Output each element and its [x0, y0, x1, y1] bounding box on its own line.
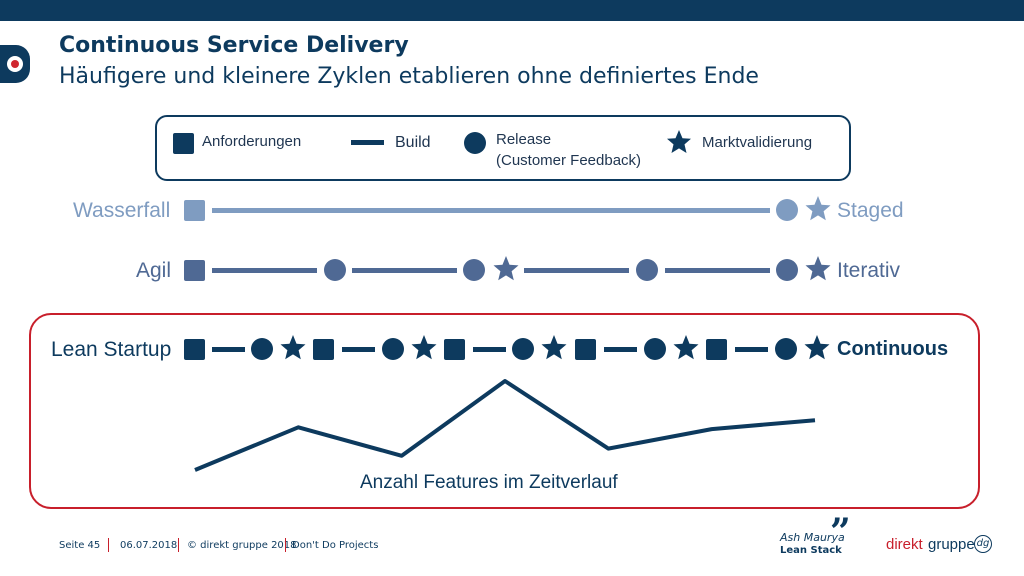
build-line: [352, 268, 457, 273]
release-circle: [636, 259, 658, 281]
footer-date: 06.07.2018: [120, 540, 178, 551]
logo-tab: [0, 45, 30, 83]
release-circle: [382, 338, 404, 360]
legend-box: [155, 115, 851, 181]
footer-separator: [178, 538, 179, 552]
timeline-row-agil: [184, 256, 831, 281]
requirements-square: [444, 339, 465, 360]
quote-author: Ash Maurya: [780, 531, 845, 544]
features-chart-label: Anzahl Features im Zeitverlauf: [360, 472, 618, 493]
row-label-continuous: Continuous: [837, 338, 949, 360]
build-line: [604, 347, 637, 352]
quote-book: Lean Stack: [780, 545, 842, 556]
square-icon: [173, 133, 194, 154]
logo-text-direkt: direkt: [886, 536, 923, 553]
release-circle: [512, 338, 534, 360]
release-circle: [644, 338, 666, 360]
company-logo-icon: dg: [974, 535, 992, 553]
validation-star: [804, 335, 830, 360]
build-line: [212, 347, 245, 352]
release-circle: [463, 259, 485, 281]
validation-star: [805, 196, 831, 221]
requirements-square: [184, 339, 205, 360]
release-circle: [775, 338, 797, 360]
legend-label-customer-feedback: (Customer Feedback): [496, 152, 642, 169]
validation-star: [673, 335, 699, 360]
legend-label-build: Build: [395, 134, 431, 151]
row-label-wasserfall: Wasserfall: [73, 199, 171, 222]
build-line: [473, 347, 506, 352]
validation-star: [411, 335, 437, 360]
slide-title: Continuous Service Delivery: [59, 33, 409, 58]
validation-star: [541, 335, 567, 360]
timeline-row-wasserfall: [184, 196, 831, 221]
build-line: [212, 208, 770, 213]
build-line: [735, 347, 768, 352]
row-label-lean-startup: Lean Startup: [51, 338, 172, 361]
legend-label-requirements: Anforderungen: [202, 133, 302, 150]
features-over-time-line: [194, 379, 816, 472]
build-line: [342, 347, 375, 352]
footer-separator: [285, 538, 286, 552]
release-circle: [251, 338, 273, 360]
build-line: [524, 268, 629, 273]
star-icon: [667, 130, 691, 153]
circle-icon: [464, 132, 486, 154]
validation-star: [493, 256, 519, 281]
eye-pupil-icon: [11, 60, 19, 68]
requirements-square: [706, 339, 727, 360]
top-bar: [0, 0, 1024, 21]
footer-separator: [108, 538, 109, 552]
legend-label-market-validation: Marktvalidierung: [702, 134, 813, 151]
continuous-highlight-frame: [29, 313, 980, 509]
validation-star: [805, 256, 831, 281]
row-label-staged: Staged: [837, 199, 904, 222]
footer-copyright: © direkt gruppe 2018: [187, 540, 297, 551]
build-line: [665, 268, 770, 273]
requirements-square: [184, 260, 205, 281]
timeline-row-lean-startup: [184, 335, 830, 360]
release-circle: [776, 199, 798, 221]
footer-topic: Don't Do Projects: [292, 540, 379, 551]
row-label-iterativ: Iterativ: [837, 259, 901, 282]
logo-text-gruppe: gruppe: [928, 536, 975, 553]
requirements-square: [313, 339, 334, 360]
line-icon: [351, 140, 384, 145]
quote-mark-icon: ”: [830, 511, 851, 553]
slide-subtitle: Häufigere und kleinere Zyklen etablieren…: [59, 64, 759, 89]
requirements-square: [575, 339, 596, 360]
validation-star: [280, 335, 306, 360]
release-circle: [776, 259, 798, 281]
requirements-square: [184, 200, 205, 221]
legend-label-release: Release: [496, 131, 552, 148]
release-circle: [324, 259, 346, 281]
row-label-agil: Agil: [136, 259, 172, 282]
build-line: [212, 268, 317, 273]
footer-page: Seite 45: [59, 540, 101, 551]
